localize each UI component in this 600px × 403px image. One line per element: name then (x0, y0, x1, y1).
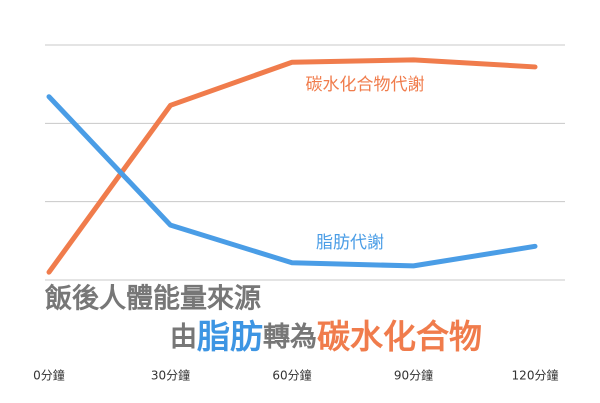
x-tick-label: 0分鐘 (33, 368, 65, 383)
subtitle-part: 由 (170, 322, 197, 353)
x-tick-label: 30分鐘 (151, 368, 190, 383)
x-tick-label: 60分鐘 (272, 368, 311, 383)
subtitle-part: 碳水化合物 (317, 317, 482, 356)
chart-subtitle: 由脂肪轉為碳水化合物 (170, 317, 482, 356)
subtitle-part: 轉為 (263, 321, 317, 353)
series-label: 碳水化合物代謝 (306, 75, 425, 95)
x-tick-label: 90分鐘 (394, 368, 433, 383)
x-tick-label: 120分鐘 (512, 368, 559, 383)
chart-title: 飯後人體能量來源 (45, 283, 261, 315)
series-label: 脂肪代謝 (316, 233, 384, 253)
subtitle-part: 脂肪 (197, 317, 263, 356)
series-line (46, 57, 538, 275)
series-line (46, 94, 538, 269)
